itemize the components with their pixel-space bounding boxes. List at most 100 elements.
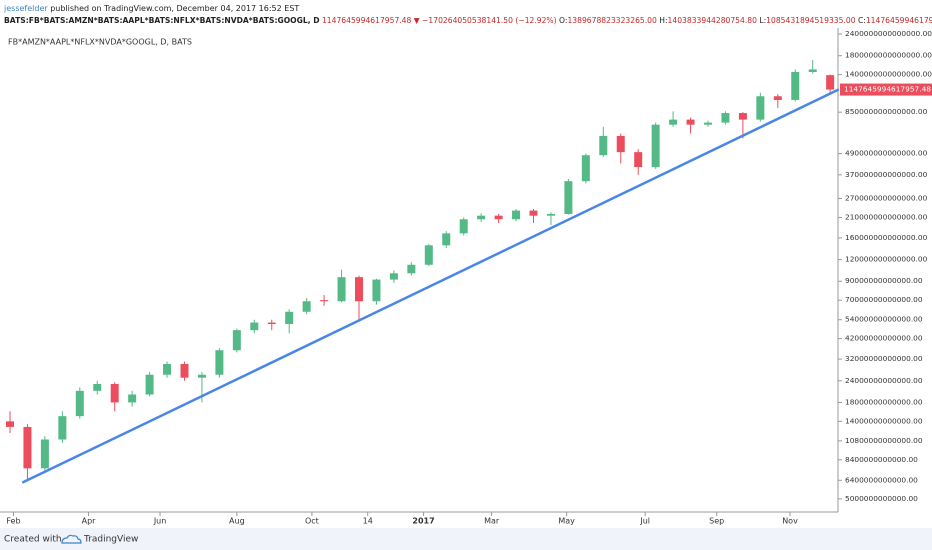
candle-body <box>320 300 329 302</box>
candle-body <box>163 363 172 375</box>
x-tick-label: Mar <box>484 517 500 526</box>
y-tick-label: 32000000000000.00 <box>845 354 923 363</box>
candle-body <box>285 311 294 325</box>
candle-body <box>669 119 678 125</box>
candle-body <box>791 71 800 100</box>
candle-body <box>145 374 154 395</box>
footer-bar <box>0 528 932 550</box>
candle-body <box>372 279 381 302</box>
candle-body <box>424 245 433 265</box>
candle-body <box>808 69 817 72</box>
candle-body <box>355 277 363 302</box>
candle-body <box>529 210 538 216</box>
trendline <box>21 88 840 484</box>
candle-body <box>826 75 835 90</box>
header-line: jessefelder published on TradingView.com… <box>3 4 299 13</box>
candle-body <box>250 322 259 331</box>
y-tick-label: 24000000000000.00 <box>845 376 923 385</box>
candle-body <box>477 215 486 220</box>
candle-body <box>616 135 625 153</box>
y-tick-label: 120000000000000.00 <box>845 255 928 264</box>
x-tick-label: 14 <box>363 517 373 526</box>
candle-body <box>512 210 521 220</box>
candle-body <box>128 394 137 403</box>
down-arrow: ▼ <box>414 16 420 25</box>
close: 11476459946179 <box>866 16 932 25</box>
candle-body <box>407 264 416 274</box>
legend: FB*AMZN*AAPL*NFLX*NVDA*GOOGL, D, BATS <box>8 38 192 47</box>
candle-body <box>75 390 84 417</box>
candle-body <box>686 119 695 125</box>
y-tick-label: 8400000000000.00 <box>845 455 918 464</box>
candle-body <box>58 416 67 440</box>
low: 1085431894519335.00 <box>766 16 856 25</box>
y-tick-label: 210000000000000.00 <box>845 212 928 221</box>
y-tick-label: 2400000000000000.00 <box>845 29 932 38</box>
candle-body <box>110 383 119 403</box>
candle-body <box>267 322 276 325</box>
last: 1147645994617957.48 <box>322 16 412 25</box>
symbol: BATS:FB*BATS:AMZN*BATS:AAPL*BATS:NFLX*BA… <box>4 16 320 25</box>
y-tick-label: 10800000000000.00 <box>845 436 923 445</box>
candle-body <box>546 213 555 216</box>
open: 1389678823323265.00 <box>567 16 657 25</box>
candle-body <box>599 135 608 156</box>
y-tick-label: 490000000000000.00 <box>845 149 928 158</box>
candle-body <box>232 330 241 351</box>
created-with: Created with <box>4 535 62 545</box>
x-tick-label: Oct <box>305 517 319 526</box>
candle-body <box>704 122 712 125</box>
x-tick-label: Feb <box>6 517 20 526</box>
candle-body <box>180 363 189 378</box>
candle-body <box>40 439 49 469</box>
x-tick-label: Nov <box>782 517 798 526</box>
h-label: H: <box>659 16 667 25</box>
c-label: C: <box>858 16 866 25</box>
y-tick-label: 370000000000000.00 <box>845 170 928 179</box>
x-tick-label: 2017 <box>412 517 434 526</box>
x-tick-label: Apr <box>82 517 97 526</box>
candle-body <box>581 155 590 182</box>
x-tick-label: Jul <box>639 517 650 526</box>
candle-body <box>93 383 102 391</box>
y-tick-label: 14000000000000.00 <box>845 416 923 425</box>
y-tick-label: 70000000000000.00 <box>845 295 923 304</box>
brand: TradingView <box>83 535 138 545</box>
y-tick-label: 42000000000000.00 <box>845 334 923 343</box>
candle-body <box>721 113 730 123</box>
y-tick-label: 850000000000000.00 <box>845 107 928 116</box>
y-tick-label: 5000000000000.00 <box>845 494 918 503</box>
candle-body <box>197 374 206 378</box>
candle-body <box>302 301 311 312</box>
candle-body <box>389 273 398 280</box>
x-tick-label: May <box>558 517 575 526</box>
candle-body <box>23 426 32 469</box>
y-tick-label: 160000000000000.00 <box>845 233 928 242</box>
candle-body <box>738 113 747 120</box>
symbol-line: BATS:FB*BATS:AMZN*BATS:AAPL*BATS:NFLX*BA… <box>4 16 932 25</box>
change: −170264050538141.50 (−12.92%) <box>422 16 557 25</box>
candle-body <box>634 152 643 168</box>
candle-body <box>459 219 468 234</box>
y-tick-label: 54000000000000.00 <box>845 315 923 324</box>
last-price-box <box>840 83 932 96</box>
last-price-label: 1147645994617957.48 <box>844 85 931 94</box>
candle-body <box>564 181 573 214</box>
candle-body <box>215 350 224 375</box>
y-tick-label: 270000000000000.00 <box>845 194 928 203</box>
y-tick-label: 1400000000000000.00 <box>845 70 932 79</box>
x-tick-label: Sep <box>709 517 724 526</box>
o-label: O: <box>559 16 567 25</box>
candle-body <box>494 215 503 220</box>
y-tick-label: 1800000000000000.00 <box>845 51 932 60</box>
high: 1403833944280754.80 <box>668 16 758 25</box>
candle-body <box>651 124 660 168</box>
author: jessefelder <box>3 4 48 13</box>
l-label: L: <box>759 16 766 25</box>
candle-body <box>6 421 14 427</box>
candle-body <box>442 233 451 246</box>
x-tick-label: Jun <box>153 517 167 526</box>
y-tick-label: 6400000000000.00 <box>845 475 918 484</box>
y-tick-label: 90000000000000.00 <box>845 276 923 285</box>
